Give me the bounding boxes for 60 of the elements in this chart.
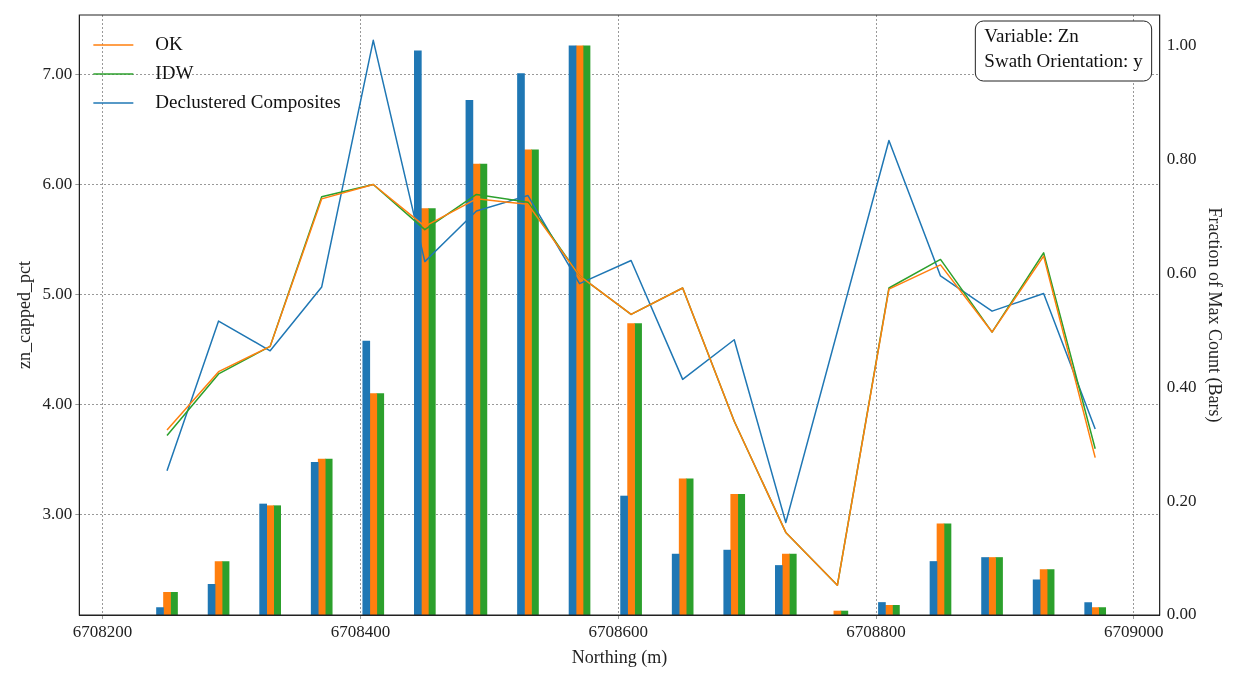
bar bbox=[685, 478, 694, 615]
y2-tick-label: 0.60 bbox=[1166, 262, 1197, 282]
bar bbox=[259, 503, 267, 615]
y2-tick-label: 1.00 bbox=[1166, 35, 1197, 55]
bar bbox=[221, 561, 230, 615]
y2-tick-label: 0.00 bbox=[1166, 604, 1197, 624]
bar bbox=[730, 493, 739, 615]
bar bbox=[678, 478, 687, 615]
bar bbox=[1032, 579, 1041, 615]
bar bbox=[1084, 602, 1093, 615]
bar bbox=[620, 495, 628, 615]
bar bbox=[324, 458, 333, 615]
bar bbox=[634, 323, 642, 615]
x-tick-label: 6708600 bbox=[588, 621, 648, 641]
bar bbox=[788, 553, 797, 615]
bar bbox=[929, 561, 938, 615]
bar bbox=[156, 607, 164, 615]
y-tick-label: 7.00 bbox=[42, 63, 73, 83]
bar bbox=[995, 557, 1003, 615]
y2-tick-label: 0.40 bbox=[1166, 376, 1197, 396]
legend-label: IDW bbox=[155, 61, 194, 83]
bar bbox=[214, 561, 223, 615]
bar bbox=[1046, 569, 1055, 615]
bar bbox=[273, 505, 281, 615]
y-tick-label: 5.00 bbox=[42, 284, 73, 304]
bar bbox=[163, 591, 171, 615]
y2-tick-label: 0.80 bbox=[1166, 149, 1197, 169]
bar bbox=[774, 565, 783, 615]
bar bbox=[362, 340, 371, 615]
bar bbox=[988, 557, 996, 615]
y-axis-title: zn_capped_pct bbox=[13, 261, 34, 369]
x-tick-label: 6708800 bbox=[846, 621, 906, 641]
bar bbox=[723, 549, 732, 615]
y-tick-label: 4.00 bbox=[42, 394, 73, 414]
bar bbox=[981, 557, 989, 615]
bar bbox=[671, 553, 680, 615]
bar bbox=[1039, 569, 1048, 615]
bar bbox=[781, 553, 790, 615]
bar bbox=[582, 45, 591, 615]
bar bbox=[266, 505, 274, 615]
bar bbox=[943, 523, 952, 615]
bar bbox=[627, 323, 635, 615]
bar bbox=[936, 523, 945, 615]
x-tick-label: 6708400 bbox=[330, 621, 391, 641]
legend-label: Declustered Composites bbox=[155, 90, 341, 112]
y-tick-label: 6.00 bbox=[42, 174, 73, 194]
bar bbox=[878, 602, 886, 615]
y-tick-label: 3.00 bbox=[42, 504, 73, 524]
bar bbox=[737, 493, 746, 615]
x-tick-label: 6709000 bbox=[1104, 621, 1164, 641]
y2-axis-title: Fraction of Max Count (Bars) bbox=[1204, 207, 1226, 423]
y2-tick-label: 0.20 bbox=[1166, 490, 1197, 510]
bar bbox=[376, 393, 385, 615]
legend-label: OK bbox=[155, 32, 184, 54]
bar bbox=[317, 458, 326, 615]
bar bbox=[310, 462, 319, 615]
x-axis-title: Northing (m) bbox=[571, 646, 668, 668]
x-tick-label: 6708200 bbox=[72, 621, 133, 641]
annotation: Variable: Zn Swath Orientation: y bbox=[984, 25, 1144, 72]
bar bbox=[369, 393, 378, 615]
